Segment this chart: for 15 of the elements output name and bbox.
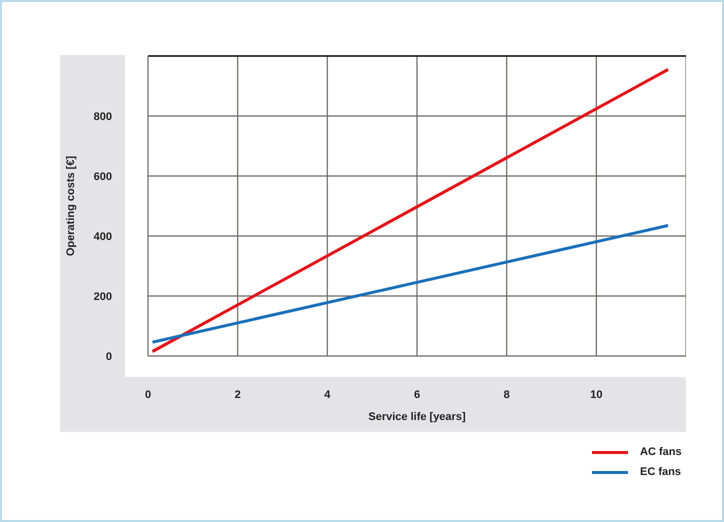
legend-label: EC fans xyxy=(640,466,681,478)
y-tick-label: 200 xyxy=(94,290,112,303)
y-axis-title: Operating costs [€] xyxy=(64,156,77,256)
y-tick-label: 0 xyxy=(106,350,112,363)
x-tick-label: 10 xyxy=(590,388,602,401)
x-tick-label: 6 xyxy=(414,388,420,401)
y-tick-label: 400 xyxy=(94,230,112,243)
y-tick-label: 800 xyxy=(94,110,112,123)
x-tick-label: 8 xyxy=(504,388,510,401)
legend-label: AC fans xyxy=(640,446,682,458)
x-tick-label: 4 xyxy=(324,388,332,401)
x-tick-label: 2 xyxy=(234,388,241,401)
x-tick-label: 0 xyxy=(144,388,152,401)
y-tick-label: 600 xyxy=(94,170,112,183)
x-axis-title: Service life [years] xyxy=(368,410,466,423)
